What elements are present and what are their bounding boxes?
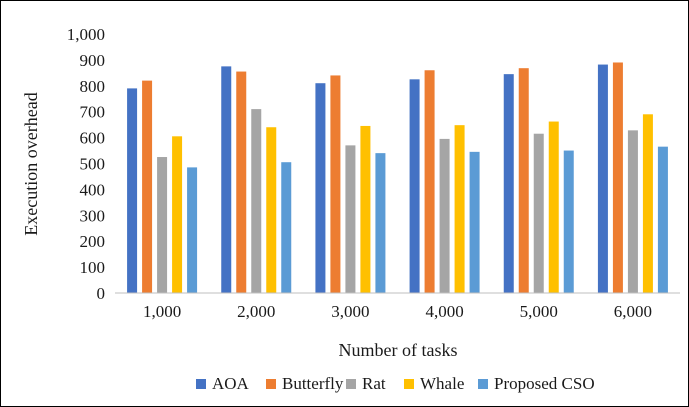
legend-swatch [346, 379, 356, 389]
bar [563, 150, 574, 293]
bar [375, 153, 386, 293]
y-tick-label: 0 [97, 284, 106, 303]
bar [627, 130, 638, 293]
legend-label: Proposed CSO [494, 374, 595, 393]
x-tick-label: 3,000 [331, 302, 369, 321]
x-tick-label: 2,000 [237, 302, 275, 321]
bar [503, 74, 514, 294]
bar [187, 167, 198, 293]
bar [315, 83, 326, 294]
bar [469, 151, 480, 293]
bar [597, 64, 608, 293]
bar [281, 162, 292, 293]
y-tick-label: 400 [80, 180, 106, 199]
bar [518, 68, 529, 293]
bar [236, 71, 247, 294]
bar [251, 109, 262, 293]
legend-swatch [478, 379, 488, 389]
bar [172, 136, 183, 293]
bar [409, 79, 420, 293]
y-axis-title: Execution overhead [21, 92, 41, 235]
y-tick-label: 100 [80, 258, 106, 277]
x-tick-label: 6,000 [614, 302, 652, 321]
bar [330, 75, 341, 293]
legend-swatch [266, 379, 276, 389]
bar [360, 125, 371, 293]
y-tick-label: 300 [80, 206, 106, 225]
bar [548, 121, 559, 294]
y-tick-label: 500 [80, 155, 106, 174]
x-axis-ticks: 1,000 2,000 3,000 4,000 5,000 6,000 [143, 302, 652, 321]
legend-label: AOA [212, 374, 250, 393]
x-tick-label: 4,000 [425, 302, 463, 321]
bar [266, 127, 277, 294]
legend-label: Butterfly [282, 374, 344, 393]
bar [345, 145, 356, 293]
legend: AOA Butterfly Rat Whale Proposed CSO [196, 374, 595, 393]
x-axis-title: Number of tasks [339, 340, 458, 360]
y-tick-label: 900 [80, 51, 106, 70]
y-tick-label: 600 [80, 129, 106, 148]
bar [221, 66, 232, 293]
x-tick-label: 1,000 [143, 302, 181, 321]
y-tick-label: 800 [80, 77, 106, 96]
bar [157, 157, 168, 293]
legend-label: Whale [420, 374, 464, 393]
bar [454, 125, 465, 293]
legend-swatch [404, 379, 414, 389]
y-tick-label: 200 [80, 232, 106, 251]
bar [127, 88, 138, 293]
bar [657, 146, 668, 293]
y-tick-label: 700 [80, 103, 106, 122]
bar-marks [127, 62, 668, 294]
bar [142, 80, 153, 294]
x-tick-label: 5,000 [520, 302, 558, 321]
legend-label: Rat [362, 374, 386, 393]
bar [533, 133, 544, 293]
legend-swatch [196, 379, 206, 389]
bar [439, 138, 450, 293]
bar [642, 114, 653, 293]
bar [424, 70, 435, 293]
y-axis-ticks: 0 100 200 300 400 500 600 700 800 900 1,000 [67, 25, 105, 303]
bar [612, 62, 623, 293]
y-tick-label: 1,000 [67, 25, 105, 44]
